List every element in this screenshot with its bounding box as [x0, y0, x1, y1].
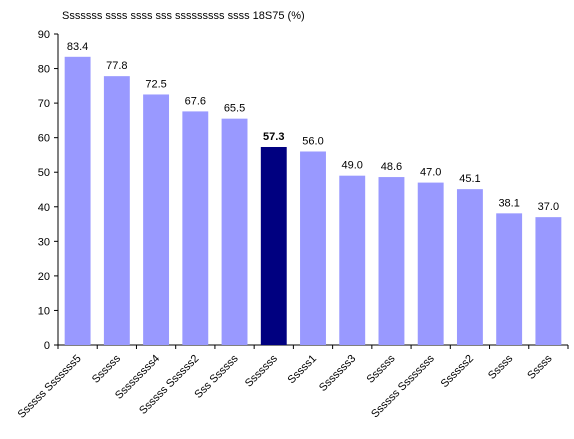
value-label: 48.6 [381, 161, 402, 173]
value-label: 65.5 [224, 103, 245, 115]
y-tick-label: 30 [38, 236, 50, 248]
value-label: 57.3 [263, 131, 284, 143]
y-tick-label: 10 [38, 305, 50, 317]
bar [182, 111, 209, 345]
bar [143, 94, 170, 345]
y-tick-label: 70 [38, 98, 50, 110]
chart-title: Sssssss ssss ssss sss sssssssss ssss 18S… [62, 10, 305, 22]
category-label: Ssssss [90, 352, 123, 385]
value-label: 37.0 [538, 201, 559, 213]
bar [496, 213, 523, 345]
bar [260, 146, 287, 345]
y-tick-label: 20 [38, 271, 50, 283]
category-label: Ssssss2 [439, 353, 476, 390]
y-tick-label: 40 [38, 202, 50, 214]
y-tick-label: 90 [38, 29, 50, 41]
bar [300, 151, 326, 345]
value-label: 83.4 [67, 41, 88, 53]
bar [221, 118, 248, 346]
category-label: Sssss [525, 352, 555, 382]
value-label: 72.5 [145, 78, 166, 90]
bars [64, 56, 562, 346]
bar [103, 76, 130, 345]
value-label: 47.0 [420, 167, 441, 179]
y-tick-label: 60 [38, 133, 50, 145]
y-tick-label: 80 [38, 64, 50, 76]
value-label: 77.8 [106, 60, 127, 72]
category-label: Ssssss Sssssss5 [16, 353, 84, 421]
value-label: 45.1 [459, 173, 480, 185]
y-tick-label: 50 [38, 167, 50, 179]
value-label: 38.1 [498, 197, 519, 209]
value-label: 56.0 [302, 135, 323, 147]
bar [417, 182, 444, 345]
category-label: Sssssss3 [317, 353, 358, 394]
category-label: Sssssss [243, 352, 280, 389]
bar [535, 217, 562, 345]
category-label: Sssss1 [286, 353, 320, 387]
category-label: Sssss [486, 352, 516, 382]
bar [339, 175, 366, 345]
category-label: Ssssss [364, 352, 397, 385]
bar [456, 189, 483, 345]
y-tick-label: 0 [44, 340, 50, 352]
value-label: 49.0 [342, 160, 363, 172]
bar [378, 177, 405, 345]
value-label: 67.6 [185, 95, 206, 107]
bar [64, 56, 91, 345]
